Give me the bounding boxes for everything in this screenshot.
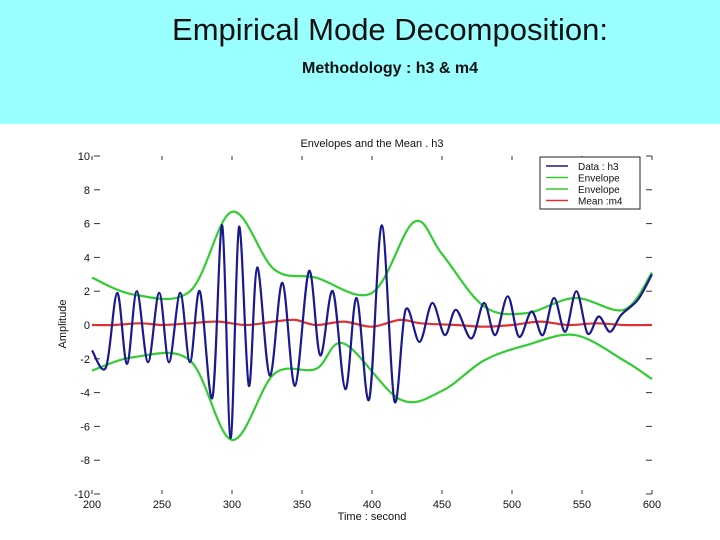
slide-subtitle: Methodology : h3 & m4 xyxy=(302,60,478,77)
x-tick-label: 500 xyxy=(503,499,521,511)
y-tick-label: 4 xyxy=(84,252,90,264)
y-tick-label: -8 xyxy=(80,455,90,467)
series-line-envelope-1 xyxy=(91,210,653,316)
y-tick-label: 0 xyxy=(84,320,90,332)
x-axis-label: Time : second xyxy=(338,511,407,523)
y-tick-label: -4 xyxy=(80,388,90,400)
slide-header xyxy=(0,0,720,124)
x-tick-label: 200 xyxy=(83,499,101,511)
series-line-envelope-2 xyxy=(91,333,653,441)
x-tick-label: 300 xyxy=(223,499,241,511)
x-tick-label: 450 xyxy=(433,499,451,511)
y-tick-label: 8 xyxy=(84,185,90,197)
legend-label: Envelope xyxy=(578,185,620,196)
x-tick-label: 250 xyxy=(153,499,171,511)
y-tick-label: 6 xyxy=(84,219,90,231)
x-tick-label: 350 xyxy=(293,499,311,511)
y-tick-label: -6 xyxy=(80,421,90,433)
x-tick-label: 400 xyxy=(363,499,381,511)
y-axis-label: Amplitude xyxy=(57,300,69,349)
y-tick-label: -10 xyxy=(74,489,90,501)
chart-title: Envelopes and the Mean . h3 xyxy=(300,138,443,150)
y-tick-label: 2 xyxy=(84,286,90,298)
series-line-data-h3-0 xyxy=(91,224,653,440)
y-tick-label: -2 xyxy=(80,354,90,366)
slide-title: Empirical Mode Decomposition: xyxy=(172,12,608,47)
legend-label: Mean :m4 xyxy=(578,197,623,208)
y-tick-label: 10 xyxy=(78,151,90,163)
x-tick-label: 600 xyxy=(643,499,661,511)
legend-label: Envelope xyxy=(578,174,620,185)
legend-label: Data : h3 xyxy=(578,162,619,173)
x-tick-label: 550 xyxy=(573,499,591,511)
